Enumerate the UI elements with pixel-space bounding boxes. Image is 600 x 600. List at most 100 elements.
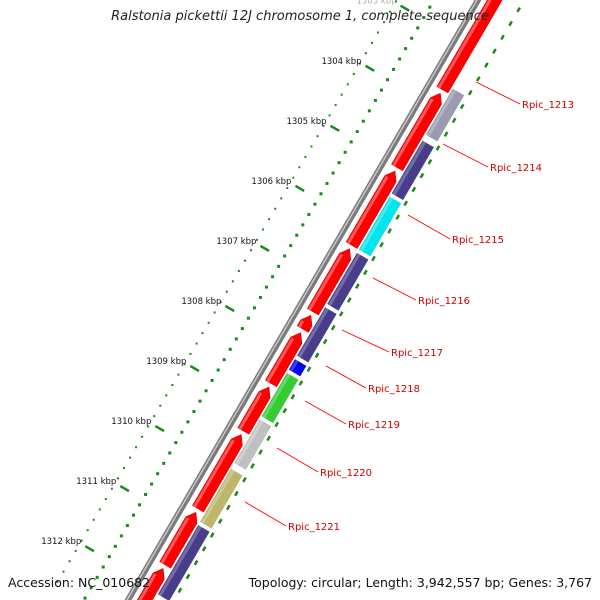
gc-dash [403,200,409,207]
gc-dot [92,518,95,521]
ruler-tick [189,364,200,373]
gc-dot [216,368,220,372]
gc-dash [250,463,255,469]
gc-dash [475,76,481,82]
gc-dot [150,482,154,486]
gc-dot [277,264,281,268]
gc-dash [209,532,215,538]
gc-dot [201,332,204,335]
ruler-track: 1303 kbp 1304 kbp 1305 kbp 1306 kbp 1307 kbp… [41,0,410,553]
gc-dot [104,498,107,501]
reverse-gene-block [358,196,402,257]
gc-dot [252,306,256,310]
gc-dash [435,145,441,151]
gc-dash [242,476,247,483]
gc-dash [419,172,425,179]
gc-dash [185,573,191,580]
gc-dot [280,197,283,200]
gc-dot [222,358,226,362]
gc-dot [165,394,168,397]
forward-strand-track [136,0,503,600]
gc-dot [183,363,186,366]
gc-dot [195,342,198,345]
gc-dot [364,52,367,55]
gc-dash [484,62,489,68]
gc-dot [295,233,299,237]
gc-dot [274,207,277,210]
gc-dot [144,492,148,496]
gc-dot [404,47,408,51]
gc-dot [428,5,432,9]
reverse-strand-track [157,88,465,600]
backbone-layer [124,0,482,600]
reverse-gene-highlight [392,141,426,196]
gc-dot [138,503,142,507]
genome-summary-text: Topology: circular; Length: 3,942,557 bp… [248,575,592,590]
ruler-tick-label: 1311 kbp [76,477,116,487]
gc-dot [246,316,250,320]
gc-dash [298,380,304,386]
gc-dot [385,78,389,82]
gc-dot [358,62,361,65]
gc-dot [373,98,377,102]
gc-dot [80,539,83,542]
accession-text: Accession: NC_010682 [8,575,151,590]
forward-gene-highlight [347,176,389,244]
gc-dot [383,21,386,24]
gc-dot [210,378,214,382]
ruler-tick-label: 1304 kbp [321,57,361,67]
gc-dot [101,565,105,569]
gc-dot [343,150,347,154]
forward-gene-highlight [238,392,263,430]
gc-dot [237,269,240,272]
ruler-tick [399,4,410,12]
gc-dot [265,285,269,289]
gc-dash [266,435,271,442]
gc-dot [113,544,117,548]
gc-dot [352,72,355,75]
ruler-tick-label: 1303 kbp [356,0,396,7]
reverse-gene-highlight [328,253,361,306]
gc-dot [135,446,138,449]
forward-gene-arrow [345,170,397,249]
gc-dot [141,435,144,438]
reverse-gene-block [261,372,299,424]
gc-dot [304,155,307,158]
gene-label-layer: Rpic_1213 Rpic_1214 Rpic_1215 Rpic_1216 Rpic… [244,81,574,533]
gene-leader-line [407,214,451,240]
gc-dot [376,31,379,34]
gc-dash [427,159,433,165]
forward-gene-arrow [436,0,503,94]
gc-dot [68,560,71,563]
gene-label: Rpic_1220 [320,468,372,479]
gc-dot [192,410,196,414]
ruler-tick [329,124,340,132]
backbone-line [124,0,482,600]
gc-dot [228,347,232,351]
gc-dot [162,461,166,465]
gc-dot [389,10,392,13]
gc-dash [443,131,449,137]
gc-dot [225,290,228,293]
gc-dot [298,166,301,169]
forward-gene-arrow [192,434,243,513]
gc-dash [395,214,401,220]
gene-label: Rpic_1215 [452,235,504,246]
gene-label: Rpic_1213 [522,100,574,111]
gc-dot [213,311,216,314]
forward-gene-arrow [159,511,198,569]
gc-dot [355,130,359,134]
reverse-gene-block [425,88,465,142]
gc-dot [95,575,99,579]
ruler-tick [84,545,95,553]
forward-gene-arrow [306,248,352,316]
gc-dot [171,384,174,387]
gc-dash [225,504,231,511]
gc-dash [282,407,288,414]
gc-dash [258,449,263,455]
gc-dash [234,490,239,497]
reverse-gene-block [234,419,272,470]
ruler-tick-label: 1309 kbp [146,357,186,367]
ruler-tick-label: 1307 kbp [216,237,256,247]
gc-dot [349,140,353,144]
